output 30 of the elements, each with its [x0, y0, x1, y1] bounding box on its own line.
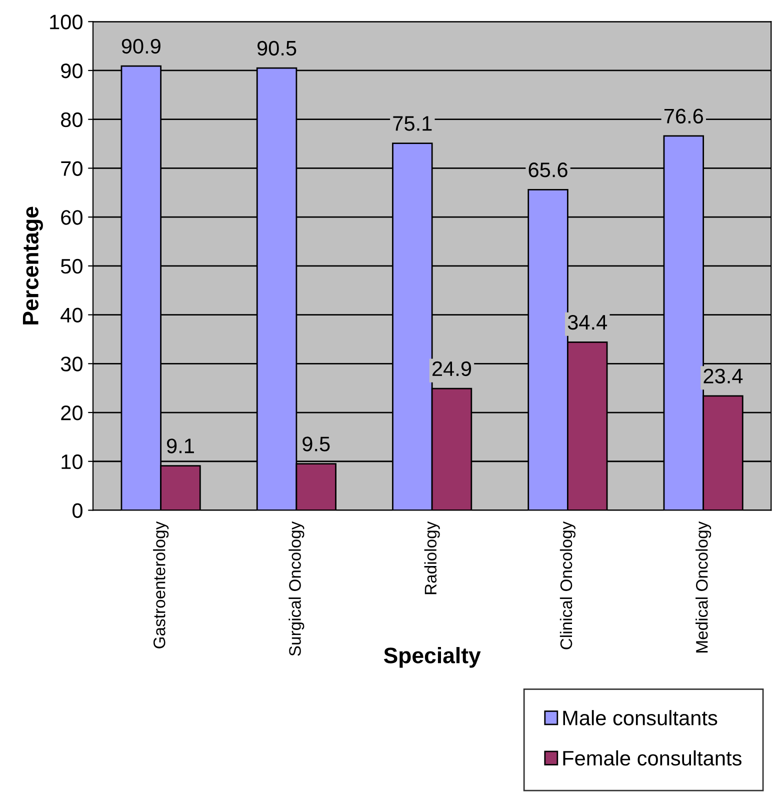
data-label: 65.6 — [528, 162, 568, 178]
data-label: 76.6 — [664, 108, 704, 124]
y-tick-label: 30 — [60, 356, 82, 372]
data-label: 9.1 — [166, 438, 194, 454]
data-label: 90.5 — [257, 40, 296, 56]
y-axis-title: Percentage — [22, 206, 43, 324]
x-tick-label: Medical Oncology — [696, 521, 712, 652]
y-tick-label: 40 — [60, 308, 82, 323]
data-label: 75.1 — [393, 116, 432, 131]
legend-label: Female consultants — [563, 750, 742, 766]
legend-label: Male consultants — [563, 710, 718, 726]
x-tick-label: Gastroenterology — [153, 521, 169, 648]
y-tick-label: 20 — [61, 406, 82, 420]
y-tick-label: 80 — [61, 112, 82, 128]
y-tick-label: 100 — [50, 14, 82, 30]
data-label: 34.4 — [568, 314, 608, 330]
y-tick-label: 90 — [61, 63, 82, 78]
y-tick-label: 0 — [72, 503, 82, 518]
x-tick-label: Surgical Oncology — [288, 521, 304, 656]
x-tick-label: Clinical Oncology — [560, 521, 576, 650]
x-tick-label: Radiology — [424, 521, 440, 594]
data-label: 90.9 — [122, 38, 160, 54]
data-label: 23.4 — [704, 368, 743, 384]
x-axis-title: Specialty — [384, 647, 481, 668]
y-tick-label: 70 — [61, 161, 82, 176]
y-tick-label: 50 — [60, 258, 82, 274]
y-tick-label: 60 — [61, 210, 82, 225]
y-tick-label: 10 — [62, 454, 82, 470]
data-label: 9.5 — [302, 436, 330, 452]
data-label: 24.9 — [432, 361, 472, 376]
